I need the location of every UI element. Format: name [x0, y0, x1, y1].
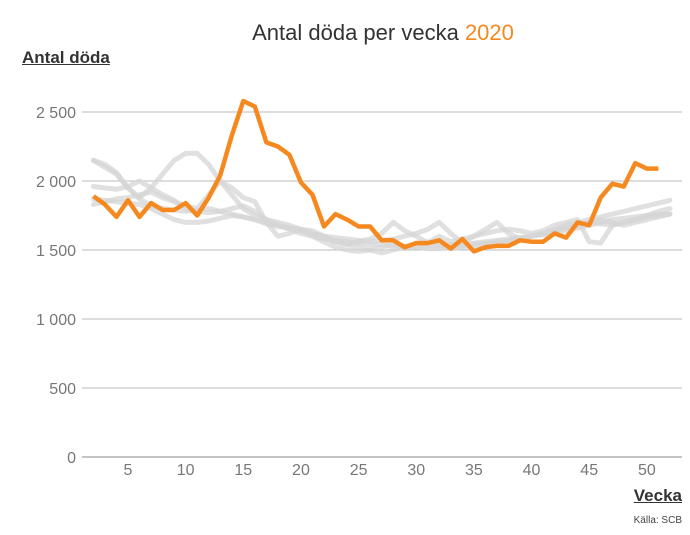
y-axis-label: Antal döda	[22, 48, 110, 67]
chart-title: Antal döda per vecka 2020	[0, 20, 690, 46]
x-tick-label: 5	[124, 462, 133, 479]
x-tick-label: 40	[523, 462, 541, 479]
y-tick-label: 1 000	[36, 312, 76, 329]
y-tick-label: 500	[49, 381, 76, 398]
x-tick-label: 45	[580, 462, 598, 479]
source-note: Källa: SCB	[633, 515, 682, 526]
y-tick-label: 0	[67, 450, 76, 467]
x-tick-label: 20	[292, 462, 310, 479]
y-tick-label: 2 000	[36, 174, 76, 191]
y-tick-label: 1 500	[36, 243, 76, 260]
chart-title-year: 2020	[464, 20, 514, 45]
x-tick-label: 50	[638, 462, 656, 479]
chart-title-text: Antal döda per vecka	[252, 20, 459, 45]
x-tick-label: 10	[177, 462, 195, 479]
background-series-line	[90, 150, 673, 254]
series-line-2020	[92, 98, 659, 254]
x-tick-label: 35	[465, 462, 483, 479]
x-tick-label: 15	[234, 462, 252, 479]
x-tick-label: 30	[407, 462, 425, 479]
x-tick-label: 25	[350, 462, 368, 479]
y-tick-label: 2 500	[36, 105, 76, 122]
x-axis-label: Vecka	[633, 486, 682, 505]
